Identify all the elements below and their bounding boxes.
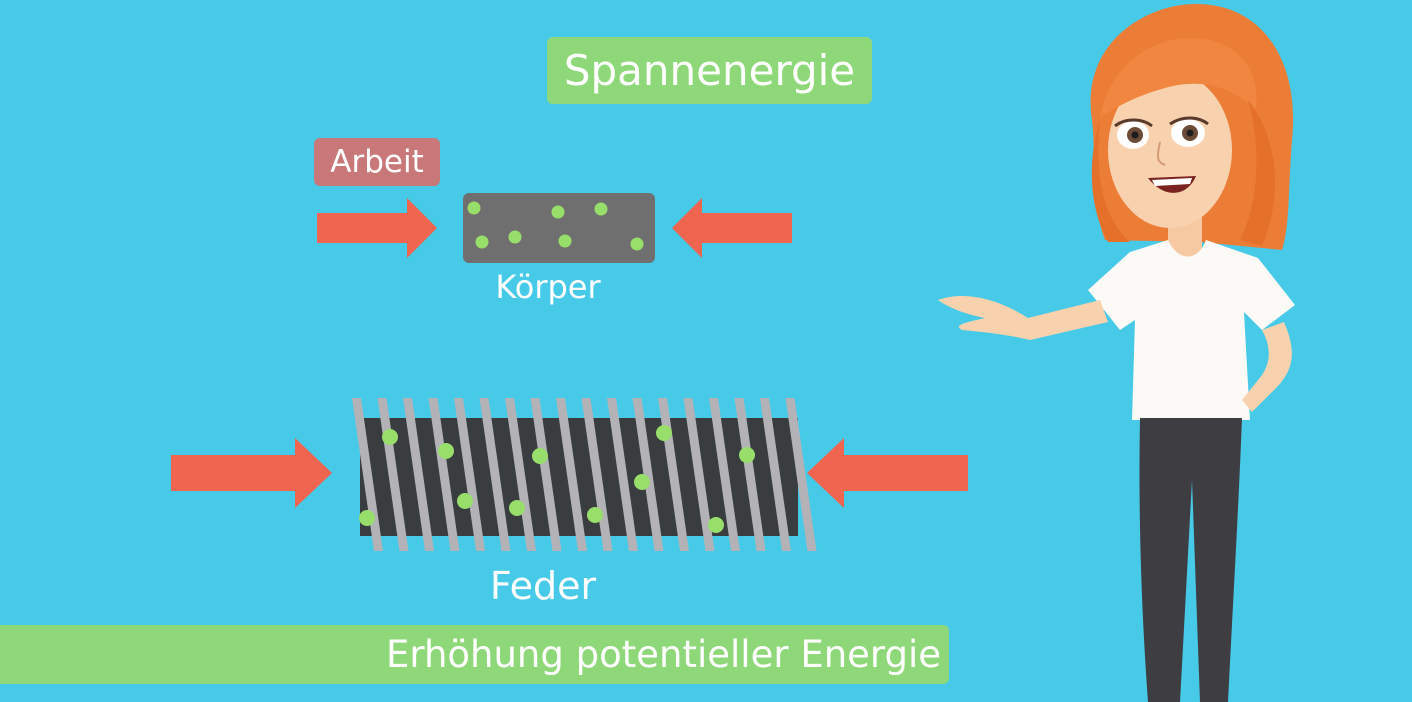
spring-coil-strip — [403, 398, 434, 551]
spring-coil-strip — [632, 398, 664, 551]
particle-dot — [467, 201, 481, 215]
particle-dot — [475, 235, 489, 249]
particle-dot — [587, 507, 603, 523]
particle-dot — [739, 447, 755, 463]
spring-coil-strip — [454, 398, 485, 551]
body-box — [463, 193, 655, 263]
body-label: Körper — [495, 268, 601, 306]
right-arrow-icon — [317, 198, 437, 258]
particle-dot — [630, 237, 644, 251]
spring-coil-strip — [581, 398, 613, 551]
left-arrow-icon — [807, 438, 968, 508]
diagram-title: Spannenergie — [547, 37, 872, 104]
particle-dot — [594, 202, 608, 216]
spring-coil-strip — [505, 398, 536, 551]
particle-dot — [551, 205, 565, 219]
presenter-character — [938, 3, 1295, 702]
spring-coil-strip — [683, 398, 715, 551]
particle-dot — [438, 443, 454, 459]
spring-coil-strip — [607, 398, 638, 551]
particle-dot — [382, 429, 398, 445]
spring-coil — [352, 398, 817, 551]
spring-coil-strip — [760, 398, 791, 551]
particle-dot — [359, 510, 375, 526]
spring-coil-strip — [479, 398, 511, 551]
right-arrow-icon — [171, 438, 332, 508]
particle-dot — [634, 474, 650, 490]
particle-dot — [508, 230, 522, 244]
particle-dot — [558, 234, 572, 248]
left-arrow-icon — [672, 198, 792, 258]
spring-coil-strip — [785, 398, 817, 551]
spring-coil-strip — [428, 398, 460, 551]
spring-coil-strip — [556, 398, 587, 551]
energy-banner: Erhöhung potentieller Energie — [0, 625, 949, 684]
spring-label: Feder — [489, 564, 597, 608]
particle-dot — [708, 517, 724, 533]
particle-dot — [509, 500, 525, 516]
spring-coil-strip — [352, 398, 383, 551]
spring-coil-strip — [734, 398, 766, 551]
work-label: Arbeit — [314, 138, 440, 186]
particle-dot — [656, 425, 672, 441]
spring-coil-strip — [530, 398, 562, 551]
spring-coil-strip — [709, 398, 740, 551]
particle-dot — [457, 493, 473, 509]
particle-dot — [532, 448, 548, 464]
